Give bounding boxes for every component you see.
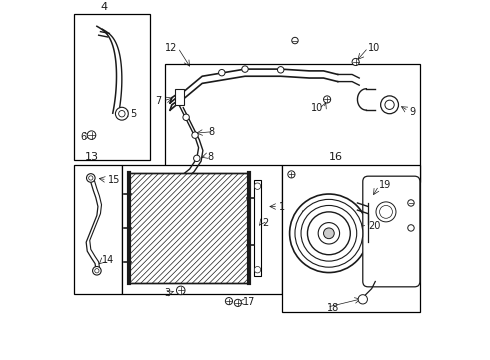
Text: 6: 6 [80,132,86,142]
Text: 2: 2 [262,217,269,228]
Text: 9: 9 [409,107,416,117]
Bar [122,166,282,294]
Text: 16: 16 [329,152,343,162]
Circle shape [358,295,368,304]
Circle shape [234,299,242,306]
Text: 10: 10 [368,43,380,53]
Circle shape [194,155,200,162]
Circle shape [290,194,368,273]
Circle shape [295,199,363,267]
Circle shape [87,174,95,182]
Circle shape [376,202,396,222]
Circle shape [254,266,261,273]
Circle shape [385,100,394,109]
Bar [253,180,262,276]
Circle shape [292,37,298,44]
Bar [282,166,420,312]
Circle shape [183,114,189,121]
Circle shape [87,131,96,139]
Bar [175,89,184,105]
Circle shape [192,132,198,138]
Text: 5: 5 [130,109,136,119]
Bar [74,14,150,160]
Circle shape [242,66,248,72]
Bar [129,172,248,283]
Circle shape [381,96,398,114]
Bar [165,64,420,181]
Circle shape [219,69,225,76]
Circle shape [380,206,392,218]
Text: 13: 13 [84,152,98,162]
Circle shape [93,266,101,275]
Circle shape [307,212,350,255]
Text: 19: 19 [379,180,391,190]
Text: 20: 20 [368,221,381,231]
Text: 3: 3 [164,288,170,298]
Text: 1: 1 [279,202,285,212]
Text: 8: 8 [209,127,215,136]
Text: 14: 14 [101,255,114,265]
Bar [74,166,122,294]
Text: 8: 8 [208,152,214,162]
Bar [129,172,248,283]
Circle shape [225,297,233,305]
Circle shape [176,286,185,295]
Circle shape [116,107,128,120]
Circle shape [408,200,414,206]
Text: 15: 15 [108,175,120,185]
Circle shape [301,206,357,261]
Circle shape [288,171,295,178]
Bar [381,198,393,212]
Circle shape [323,228,334,239]
Circle shape [352,58,359,66]
Text: 12: 12 [165,43,177,53]
Text: 11: 11 [381,213,393,223]
Text: 17: 17 [243,297,256,307]
Text: 10: 10 [311,103,323,113]
Text: 4: 4 [100,2,108,12]
Text: 7: 7 [156,96,162,106]
Circle shape [254,183,261,189]
Circle shape [323,96,331,103]
Text: 18: 18 [327,303,340,313]
Circle shape [95,269,99,273]
Circle shape [277,67,284,73]
Circle shape [408,225,414,231]
Circle shape [318,222,340,244]
Circle shape [89,176,93,180]
Circle shape [119,111,125,117]
Text: 21: 21 [306,214,318,224]
FancyBboxPatch shape [363,176,420,287]
